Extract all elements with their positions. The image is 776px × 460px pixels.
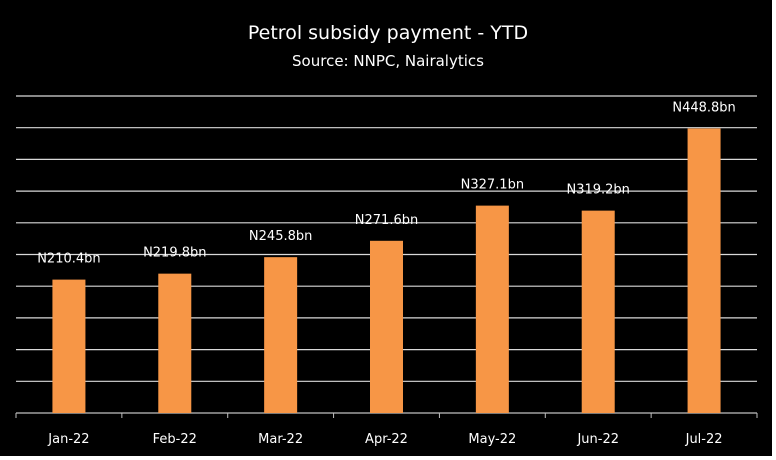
x-tick-label: Apr-22 — [365, 432, 408, 447]
chart-subtitle: Source: NNPC, Nairalytics — [292, 52, 484, 70]
x-tick-label: Jul-22 — [685, 432, 723, 447]
data-label: N245.8bn — [249, 229, 312, 244]
bar-feb-22 — [158, 273, 192, 413]
data-label: N448.8bn — [672, 100, 735, 115]
bar-mar-22 — [264, 257, 298, 413]
bar-jun-22 — [581, 210, 615, 413]
bar-jan-22 — [52, 279, 86, 413]
data-label: N327.1bn — [461, 178, 524, 193]
data-label: N271.6bn — [355, 213, 418, 228]
data-label: N219.8bn — [143, 246, 206, 261]
data-label: N210.4bn — [37, 252, 100, 267]
bar-apr-22 — [370, 240, 403, 413]
x-tick-label: May-22 — [468, 432, 516, 447]
data-label: N319.2bn — [566, 183, 629, 198]
x-tick-label: Mar-22 — [258, 432, 303, 447]
x-tick-label: Jan-22 — [47, 432, 89, 447]
bar-jul-22 — [687, 128, 721, 413]
bar-may-22 — [475, 205, 509, 413]
x-tick-label: Feb-22 — [153, 432, 197, 447]
x-tick-label: Jun-22 — [576, 432, 619, 447]
chart-title: Petrol subsidy payment - YTD — [248, 22, 528, 44]
